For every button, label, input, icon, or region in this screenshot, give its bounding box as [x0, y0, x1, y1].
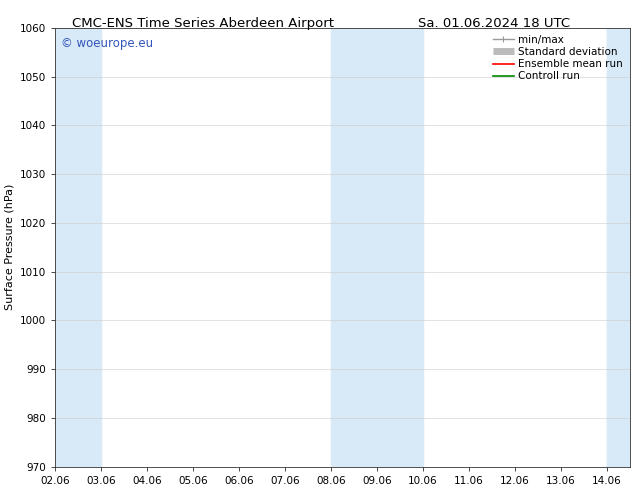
Bar: [55, 28, 101, 467]
Legend: min/max, Standard deviation, Ensemble mean run, Controll run: min/max, Standard deviation, Ensemble me…: [489, 31, 626, 85]
Bar: [331, 28, 423, 467]
Text: © woeurope.eu: © woeurope.eu: [61, 37, 153, 49]
Y-axis label: Surface Pressure (hPa): Surface Pressure (hPa): [4, 184, 14, 311]
Bar: [607, 28, 630, 467]
Text: CMC-ENS Time Series Aberdeen Airport: CMC-ENS Time Series Aberdeen Airport: [72, 17, 334, 30]
Bar: [607, 28, 630, 467]
Text: Sa. 01.06.2024 18 UTC: Sa. 01.06.2024 18 UTC: [418, 17, 571, 30]
